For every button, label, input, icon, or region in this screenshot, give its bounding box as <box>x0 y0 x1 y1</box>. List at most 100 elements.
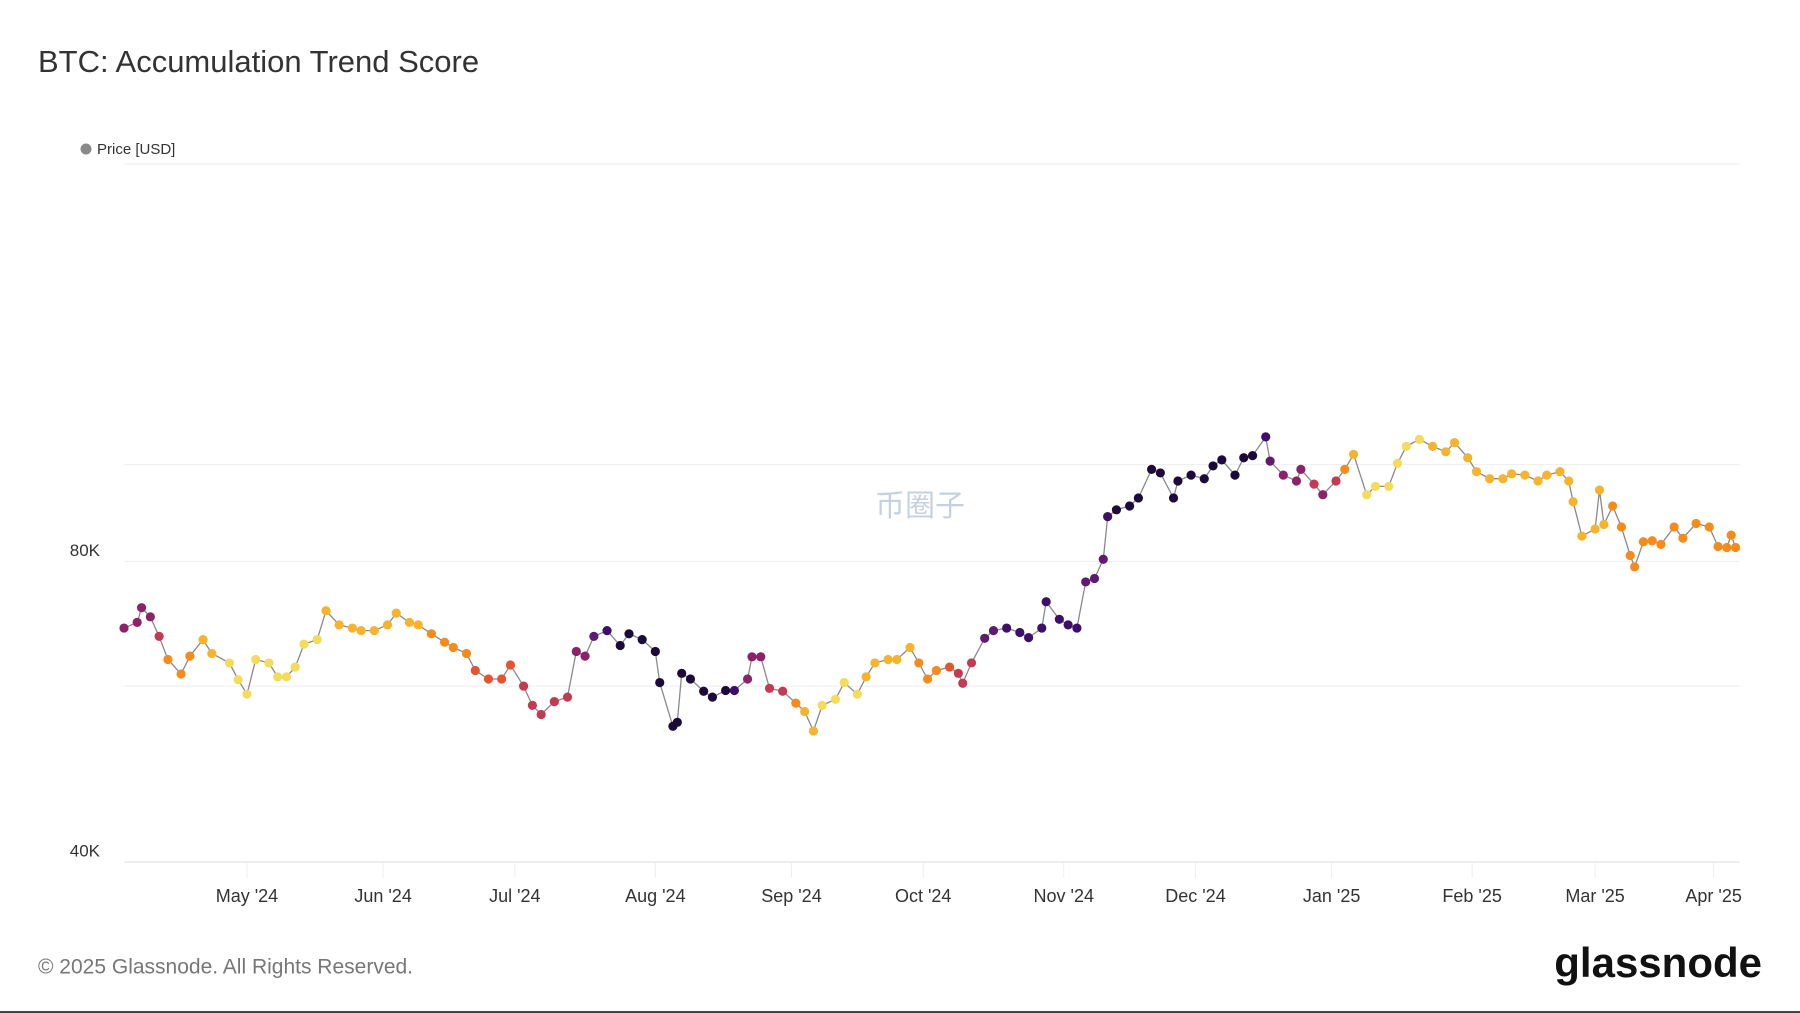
x-tick-label: Nov '24 <box>1034 886 1094 906</box>
brand-logo: glassnode <box>1554 939 1762 986</box>
legend-label: Price [USD] <box>97 141 175 158</box>
price-point <box>483 674 494 684</box>
price-point <box>817 700 827 710</box>
price-point <box>1331 476 1341 486</box>
price-point <box>527 700 537 710</box>
price-point <box>1669 522 1679 532</box>
price-point <box>1392 458 1403 468</box>
price-point <box>207 648 217 659</box>
price-point <box>1265 456 1275 466</box>
price-point <box>1647 536 1657 546</box>
price-point <box>1133 493 1143 503</box>
price-point <box>1485 474 1495 484</box>
price-point <box>185 651 195 661</box>
price-point <box>870 658 880 668</box>
price-point <box>808 726 819 736</box>
price-point <box>764 683 775 693</box>
price-point <box>264 658 274 668</box>
price-point <box>1081 577 1091 587</box>
price-point <box>1625 550 1635 561</box>
price-point <box>615 640 625 651</box>
price-point <box>119 623 129 633</box>
price-point <box>1428 441 1438 451</box>
bottom-rule <box>0 1011 1800 1013</box>
price-point <box>519 681 529 691</box>
price-point <box>791 698 801 708</box>
price-point <box>1296 464 1306 475</box>
price-point <box>1186 470 1196 480</box>
price-point <box>1498 474 1508 484</box>
x-tick-label: Feb '25 <box>1442 886 1501 906</box>
price-point <box>624 629 634 639</box>
price-point <box>1731 542 1741 553</box>
price-point <box>1168 493 1179 503</box>
price-point <box>1155 468 1165 478</box>
price-point <box>685 674 696 684</box>
price-point <box>382 620 393 630</box>
price-point <box>1089 573 1100 584</box>
x-tick-label: Jul '24 <box>489 886 540 906</box>
price-point <box>145 612 155 622</box>
price-point <box>1278 470 1288 480</box>
price-point <box>251 654 261 665</box>
price-point <box>461 648 472 659</box>
price-point <box>549 697 559 707</box>
price-point <box>1713 541 1723 552</box>
price-point <box>1173 476 1183 486</box>
price-point <box>861 672 871 682</box>
price-point <box>1217 455 1227 465</box>
price-point <box>1441 447 1451 457</box>
price-point <box>914 658 924 668</box>
price-point <box>1247 450 1258 461</box>
x-tick-label: Mar '25 <box>1565 886 1624 906</box>
price-point <box>944 662 955 672</box>
price-point <box>1291 476 1302 486</box>
price-point <box>1208 461 1218 471</box>
price-point <box>756 652 766 662</box>
x-tick-label: Jan '25 <box>1303 886 1360 906</box>
price-point <box>1555 467 1565 477</box>
price-point <box>1362 490 1372 500</box>
price-point <box>1199 474 1209 484</box>
price-point <box>778 686 788 696</box>
price-point <box>233 675 243 685</box>
price-point <box>1414 434 1425 444</box>
price-point <box>404 617 415 628</box>
price-point <box>1401 441 1411 451</box>
price-point <box>505 660 516 670</box>
price-point <box>852 689 862 699</box>
price-point <box>1463 453 1473 463</box>
price-line <box>123 435 1737 733</box>
price-point <box>334 620 344 630</box>
price-point <box>1309 479 1319 489</box>
price-point <box>1002 623 1012 633</box>
price-point <box>1564 476 1574 486</box>
price-point <box>1063 620 1073 630</box>
price-point <box>729 685 739 696</box>
price-point <box>931 665 941 676</box>
price-point <box>1111 505 1122 515</box>
price-point <box>655 677 665 688</box>
price-point <box>1568 497 1578 507</box>
price-point <box>1471 467 1482 477</box>
price-point <box>391 608 401 618</box>
price-point <box>677 668 687 678</box>
price-point <box>321 606 331 616</box>
price-point <box>1384 481 1394 492</box>
price-point <box>602 625 612 636</box>
price-point <box>980 633 990 643</box>
price-point <box>413 620 423 630</box>
price-point <box>839 677 849 688</box>
price-point <box>290 662 300 672</box>
price-point <box>1638 537 1648 547</box>
price-point <box>136 603 147 613</box>
price-point <box>1239 453 1249 463</box>
price-point <box>958 678 968 688</box>
price-point <box>224 658 234 668</box>
price-point <box>589 631 599 641</box>
price-point <box>966 658 977 668</box>
price-point <box>1542 470 1552 480</box>
price-point <box>1125 501 1135 511</box>
